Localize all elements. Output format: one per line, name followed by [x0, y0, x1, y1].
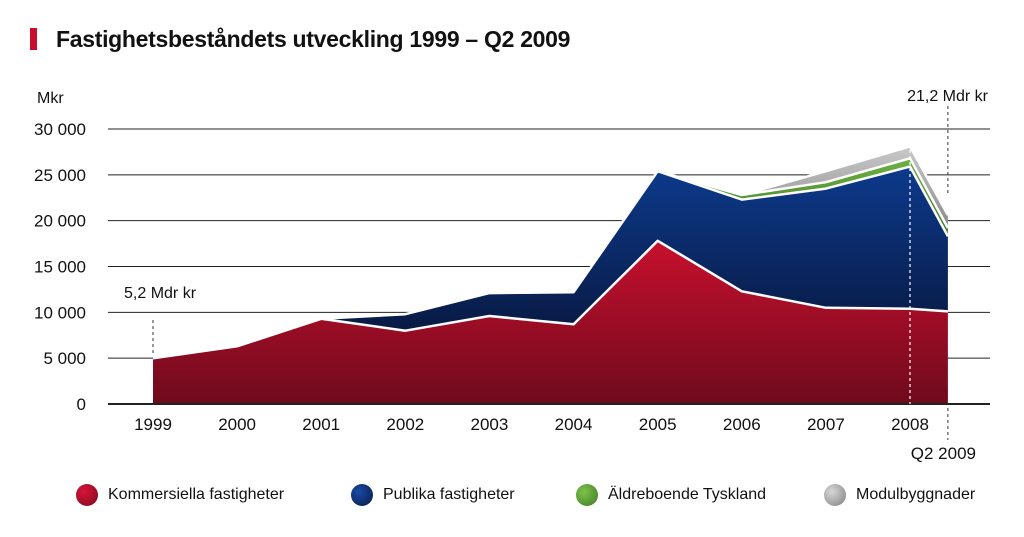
x-tick-label: 2002 [386, 415, 424, 434]
x-tick-label: 2006 [723, 415, 761, 434]
legend-label: Publika fastigheter [383, 486, 515, 503]
legend-label: Modulbyggnader [856, 486, 976, 503]
legend-label: Kommersiella fastigheter [108, 486, 285, 503]
x-tick-label: 2003 [471, 415, 509, 434]
annotation-start: 5,2 Mdr kr [124, 285, 197, 302]
y-tick-label: 30 000 [34, 120, 86, 139]
legend-item-kommersiella: Kommersiella fastigheter [76, 484, 284, 506]
y-tick-label: 0 [77, 395, 86, 414]
annotation-q2: Q2 2009 [911, 444, 976, 463]
legend-swatch-publika [351, 484, 373, 506]
x-tick-label: 2000 [218, 415, 256, 434]
legend-item-aldreboende: Äldreboende Tyskland [576, 484, 766, 506]
x-tick-label: 2007 [807, 415, 845, 434]
line-kommersiella [152, 239, 948, 360]
chart-title: Fastighetsbeståndets utveckling 1999 – Q… [56, 26, 571, 52]
legend-label: Äldreboende Tyskland [608, 486, 767, 503]
x-tick-label: 2008 [891, 415, 929, 434]
title-accent-bar [30, 28, 37, 50]
area-modul [741, 146, 948, 228]
annotation-end: 21,2 Mdr kr [907, 88, 989, 105]
legend: Kommersiella fastigheter Publika fastighe… [76, 484, 996, 508]
legend-item-modul: Modulbyggnader [824, 484, 975, 506]
x-tick-label: 2005 [639, 415, 677, 434]
y-tick-label: 5 000 [43, 349, 86, 368]
chart-svg: 0 5 000 10 000 15 000 20 000 25 000 30 000 Mkr 1… [34, 88, 990, 463]
line-aldreboende [657, 157, 949, 229]
x-tick-label: 1999 [134, 415, 172, 434]
legend-swatch-kommersiella [76, 484, 98, 506]
y-axis-label: Mkr [37, 90, 64, 107]
legend-swatch-modul [824, 484, 846, 506]
area-publika [321, 166, 948, 331]
y-tick-label: 25 000 [34, 166, 86, 185]
line-modul [741, 145, 949, 216]
y-tick-label: 20 000 [34, 212, 86, 231]
y-tick-label: 15 000 [34, 258, 86, 277]
legend-item-publika: Publika fastigheter [351, 484, 515, 506]
x-tick-label: 2004 [555, 415, 593, 434]
legend-swatch-aldreboende [576, 484, 598, 506]
x-tick-label: 2001 [302, 415, 340, 434]
y-tick-label: 10 000 [34, 303, 86, 322]
